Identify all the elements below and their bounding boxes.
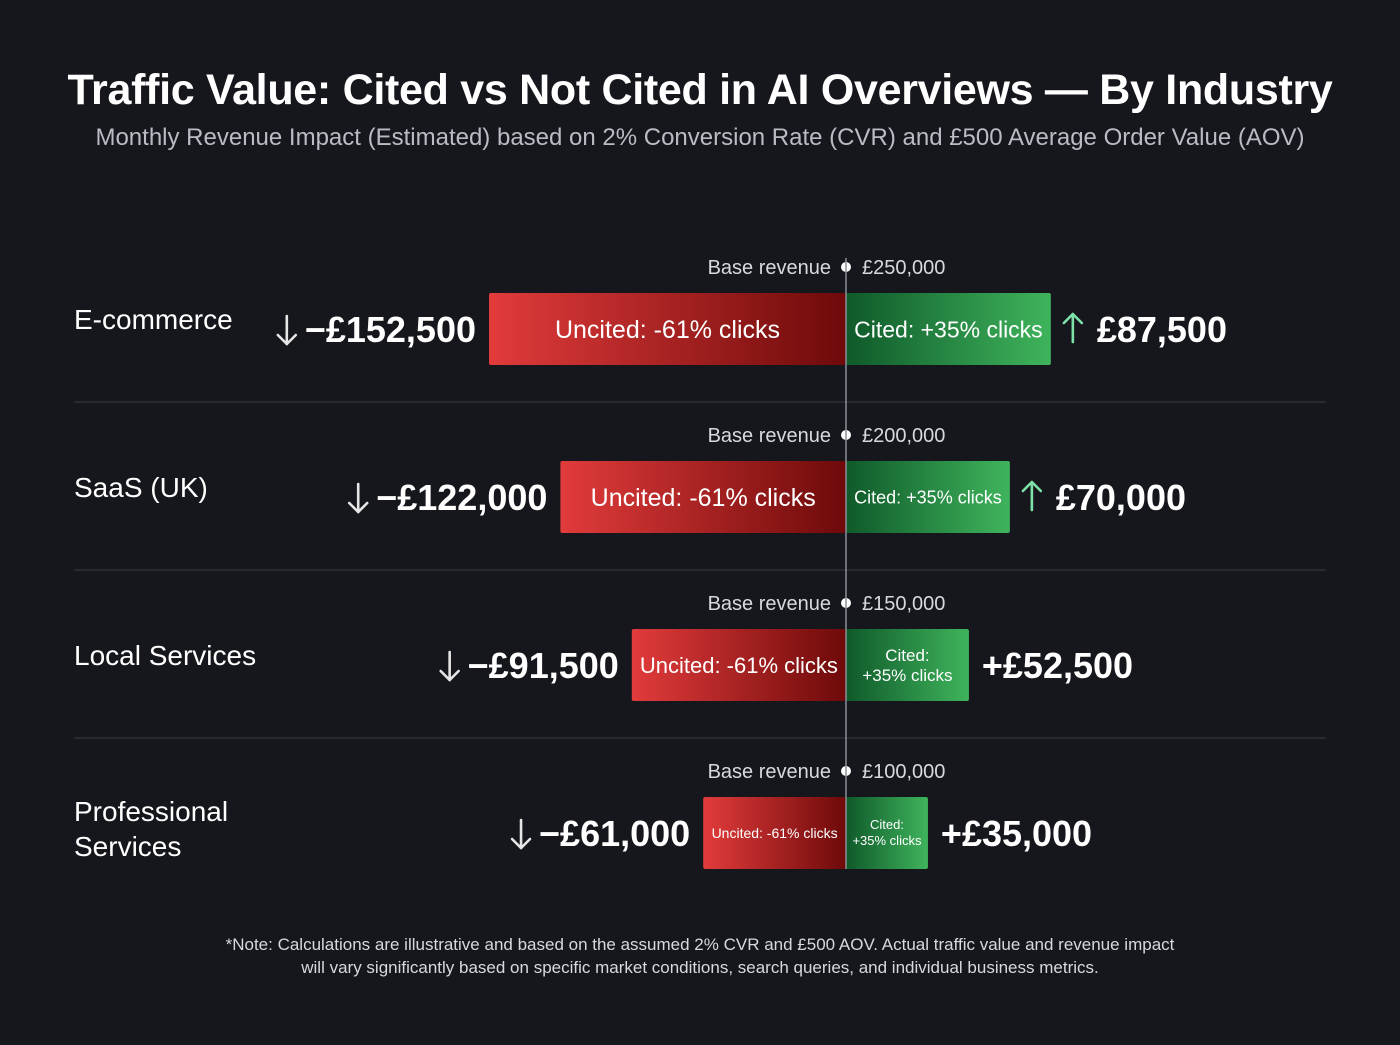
down-arrow-icon	[439, 650, 460, 682]
category-label: Local Services	[74, 640, 256, 671]
base-revenue-label: Base revenue	[708, 257, 831, 279]
uncited-bar-label: Uncited: -61% clicks	[640, 653, 838, 678]
category-label: Professional Services	[74, 796, 228, 862]
up-arrow-icon	[1062, 312, 1084, 344]
uncited-bar	[703, 797, 846, 869]
uncited-value-label: −£91,500	[468, 645, 619, 686]
cited-bar-label: Cited: +35% clicks	[852, 817, 921, 848]
base-revenue-value: £250,000	[862, 257, 945, 279]
footnote-line-1: *Note: Calculations are illustrative and…	[225, 935, 1175, 954]
cited-value-label: £87,500	[1097, 309, 1227, 350]
chart-subtitle: Monthly Revenue Impact (Estimated) based…	[95, 124, 1305, 151]
base-revenue-label: Base revenue	[708, 593, 831, 615]
base-revenue-value: £150,000	[862, 593, 945, 615]
chart-title: Traffic Value: Cited vs Not Cited in AI …	[67, 66, 1333, 114]
uncited-value-label: −£122,000	[376, 477, 547, 518]
cited-bar-label: Cited: +35% clicks	[862, 646, 952, 685]
uncited-bar-label: Uncited: -61% clicks	[555, 316, 780, 344]
cited-bar	[846, 293, 1051, 365]
cited-bar	[846, 797, 928, 869]
uncited-bar-label: Uncited: -61% clicks	[712, 825, 838, 841]
base-revenue-value: £100,000	[862, 761, 945, 783]
down-arrow-icon	[347, 482, 369, 514]
down-arrow-icon	[510, 818, 532, 850]
uncited-bar	[489, 293, 846, 365]
category-label: E-commerce	[74, 304, 233, 335]
uncited-bar-label: Uncited: -61% clicks	[591, 484, 816, 512]
uncited-bar	[560, 461, 846, 533]
base-revenue-label: Base revenue	[708, 761, 831, 783]
base-revenue-value: £200,000	[862, 425, 945, 447]
cited-bar	[846, 629, 969, 701]
cited-value-label: +£35,000	[941, 813, 1092, 854]
cited-bar	[846, 461, 1010, 533]
uncited-value-label: −£61,000	[539, 813, 690, 854]
up-arrow-icon	[1021, 480, 1043, 512]
cited-bar-label: Cited: +35% clicks	[854, 487, 1002, 507]
base-revenue-label: Base revenue	[708, 425, 831, 447]
down-arrow-icon	[276, 314, 298, 346]
cited-value-label: +£52,500	[982, 645, 1133, 686]
category-label: SaaS (UK)	[74, 472, 208, 503]
uncited-value-label: −£152,500	[305, 309, 476, 350]
uncited-bar	[631, 629, 846, 701]
footnote-line-2: will vary significantly based on specifi…	[301, 958, 1099, 977]
cited-bar-label: Cited: +35% clicks	[854, 316, 1043, 342]
cited-value-label: £70,000	[1056, 477, 1186, 518]
